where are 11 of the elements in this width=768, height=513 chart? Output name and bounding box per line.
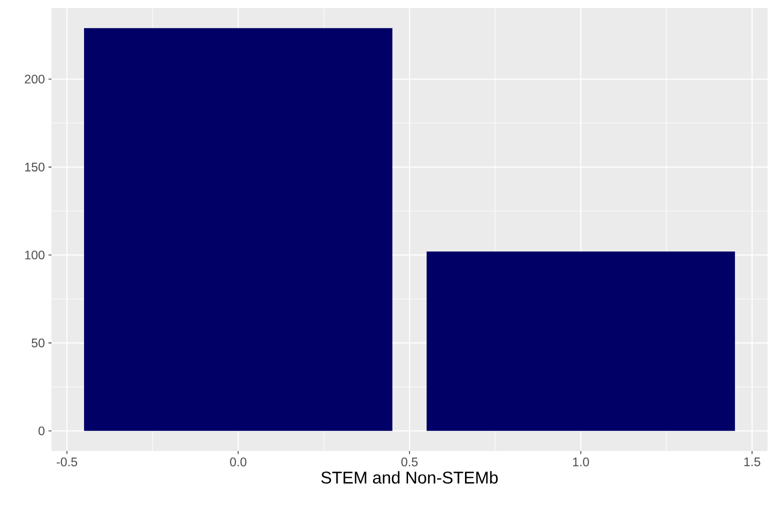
x-tick-label: -0.5 (56, 458, 78, 466)
y-tick-label: 100 (25, 250, 44, 260)
y-tick-label: 0 (38, 426, 44, 436)
y-tick-label: 50 (32, 338, 44, 348)
x-tick-label: 0.5 (401, 458, 418, 466)
x-tick-label: 1.5 (744, 458, 760, 466)
y-tick-label: 200 (24, 74, 44, 84)
y-tick-label: 150 (25, 162, 44, 172)
x-axis-title: STEM and Non-STEMb (321, 471, 498, 484)
x-tick-label: 1.0 (573, 458, 589, 466)
x-tick-label: 0.0 (230, 458, 246, 466)
